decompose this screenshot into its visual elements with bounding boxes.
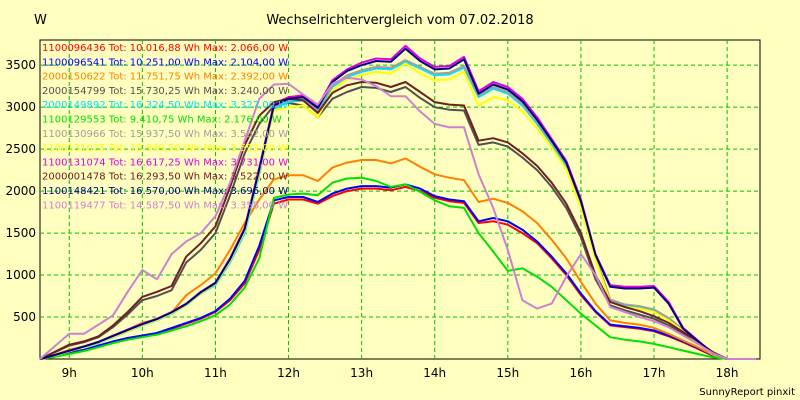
legend-entry: 1100096541 Tot: 10.251,00 Wh Max: 2.104,…: [42, 57, 288, 68]
legend-entry: 1100131025 Tot: 15.949,50 Wh Max: 3.593,…: [42, 143, 288, 154]
series-line-11: [39, 47, 757, 360]
legend-entry: 1100131074 Tot: 16.617,25 Wh Max: 3.731,…: [42, 157, 288, 168]
legend-entry: 2000149892 Tot: 16.324,50 Wh Max: 3.327,…: [42, 100, 288, 111]
y-tick-label: 2000: [5, 184, 36, 198]
legend-entry: 1100130966 Tot: 15.937,50 Wh Max: 3.582,…: [42, 129, 288, 140]
series-line-10: [39, 81, 757, 360]
y-tick-label: 1000: [5, 268, 36, 282]
x-tick-label: 12h: [277, 366, 300, 380]
x-tick-label: 13h: [350, 366, 373, 380]
x-tick-label: 17h: [643, 366, 666, 380]
series-line-12: [39, 76, 757, 360]
chart-title: Wechselrichtervergleich vom 07.02.2018: [266, 13, 533, 28]
x-tick-label: 9h: [62, 366, 77, 380]
x-tick-label: 10h: [131, 366, 154, 380]
legend-entry: 1100119477 Tot: 14.587,50 Wh Max: 3.358,…: [42, 200, 288, 211]
x-ticks: 9h 10h 11h 12h 13h 14h 15h 16h 17h 18h: [62, 366, 739, 380]
series-group: [39, 44, 757, 360]
legend-entry: 2000001478 Tot: 16.293,50 Wh Max: 3.522,…: [42, 172, 288, 183]
x-tick-label: 15h: [496, 366, 519, 380]
y-ticks: 500 1000 1500 2000 2500 3000 3500: [5, 58, 36, 324]
legend: 1100096436 Tot: 10.016,88 Wh Max: 2.066,…: [42, 43, 288, 211]
legend-entry: 2000154799 Tot: 15.730,25 Wh Max: 3.240,…: [42, 86, 288, 97]
x-tick-label: 11h: [204, 366, 227, 380]
legend-entry: 1100148421 Tot: 16.570,00 Wh Max: 3.696,…: [42, 186, 288, 197]
x-tick-label: 14h: [423, 366, 446, 380]
legend-entry: 1100096436 Tot: 10.016,88 Wh Max: 2.066,…: [42, 43, 288, 54]
footer-credit: SunnyReport pinxit: [699, 387, 795, 398]
series-line-6: [39, 176, 757, 360]
y-tick-label: 3500: [5, 58, 36, 72]
y-tick-label: 500: [13, 310, 36, 324]
legend-entry: 2000150622 Tot: 11.751,75 Wh Max: 2.392,…: [42, 72, 288, 83]
x-tick-label: 18h: [716, 366, 739, 380]
legend-entry: 1100129553 Tot: 9.410,75 Wh Max: 2.176,0…: [42, 115, 282, 126]
series-line-4: [39, 86, 757, 360]
y-tick-label: 3000: [5, 100, 36, 114]
y-tick-label: 1500: [5, 226, 36, 240]
y-tick-label: 2500: [5, 142, 36, 156]
x-tick-label: 16h: [569, 366, 592, 380]
y-axis-label: W: [34, 13, 47, 28]
